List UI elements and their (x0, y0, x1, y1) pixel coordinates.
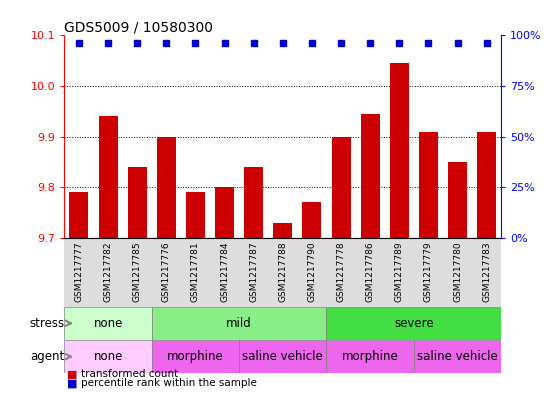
Text: GSM1217781: GSM1217781 (191, 241, 200, 302)
Bar (69, 192, 88, 238)
Bar (128, 167, 147, 238)
Text: GSM1217790: GSM1217790 (307, 241, 316, 302)
Bar (215, 187, 234, 238)
Bar (448, 162, 467, 238)
Bar (186, 192, 205, 238)
Text: GSM1217786: GSM1217786 (366, 241, 375, 302)
Text: GSM1217785: GSM1217785 (133, 241, 142, 302)
Text: morphine: morphine (167, 350, 224, 363)
Text: ■: ■ (67, 369, 78, 379)
Text: GSM1217776: GSM1217776 (162, 241, 171, 302)
Bar (419, 132, 438, 238)
Bar (390, 63, 409, 238)
Text: percentile rank within the sample: percentile rank within the sample (81, 378, 257, 388)
Bar (64, 340, 152, 373)
Text: GSM1217780: GSM1217780 (453, 241, 462, 302)
Bar (157, 136, 176, 238)
Text: mild: mild (226, 317, 252, 330)
Bar (273, 222, 292, 238)
Bar (152, 307, 326, 340)
Text: GSM1217779: GSM1217779 (424, 241, 433, 302)
Text: GSM1217789: GSM1217789 (395, 241, 404, 302)
Text: transformed count: transformed count (81, 369, 179, 379)
Text: severe: severe (394, 317, 433, 330)
Text: GSM1217788: GSM1217788 (278, 241, 287, 302)
Text: GSM1217778: GSM1217778 (337, 241, 346, 302)
Text: saline vehicle: saline vehicle (417, 350, 498, 363)
Bar (99, 116, 118, 238)
Text: ■: ■ (67, 378, 78, 388)
Bar (477, 132, 496, 238)
Text: GSM1217782: GSM1217782 (104, 241, 113, 302)
Bar (361, 114, 380, 238)
Bar (414, 340, 501, 373)
Bar (239, 340, 326, 373)
Bar (152, 340, 239, 373)
Text: none: none (94, 317, 123, 330)
Text: none: none (94, 350, 123, 363)
Bar (302, 202, 321, 238)
Text: GSM1217777: GSM1217777 (74, 241, 83, 302)
Bar (332, 136, 351, 238)
Text: GSM1217784: GSM1217784 (220, 241, 229, 302)
Bar (326, 340, 414, 373)
Text: agent: agent (31, 350, 65, 363)
Bar (244, 167, 263, 238)
Bar (64, 307, 152, 340)
Text: GSM1217783: GSM1217783 (482, 241, 491, 302)
Text: GDS5009 / 10580300: GDS5009 / 10580300 (64, 20, 213, 34)
Text: saline vehicle: saline vehicle (242, 350, 323, 363)
Bar (326, 307, 501, 340)
Text: morphine: morphine (342, 350, 399, 363)
Text: GSM1217787: GSM1217787 (249, 241, 258, 302)
Text: stress: stress (30, 317, 65, 330)
